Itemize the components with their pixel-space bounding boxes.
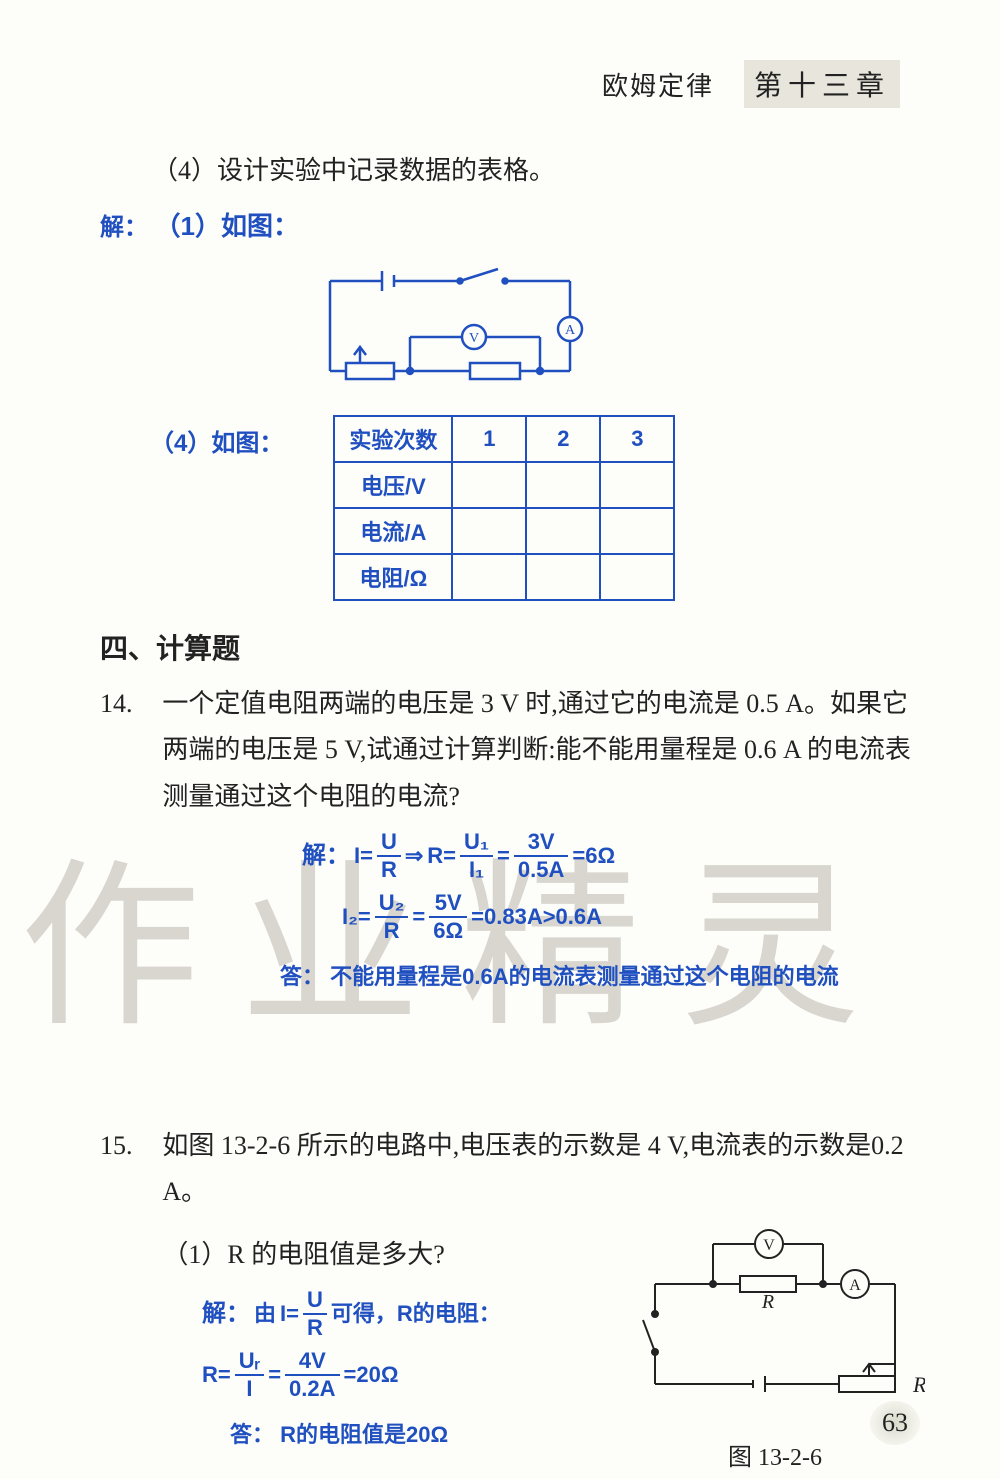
header-section: 欧姆定律 bbox=[602, 66, 714, 103]
fraction: UᵣI bbox=[235, 1348, 264, 1403]
q14-text: 一个定值电阻两端的电压是 3 V 时,通过它的电流是 0.5 A。如果它两端的电… bbox=[162, 681, 930, 821]
solution-label: 解： bbox=[302, 842, 350, 871]
eq-part: 可得，R的电阻： bbox=[331, 1301, 501, 1327]
table-header-cell: 1 bbox=[452, 416, 526, 462]
eq-part: = bbox=[412, 904, 425, 930]
svg-text:V: V bbox=[469, 331, 479, 346]
eq-part: I= bbox=[354, 843, 373, 869]
svg-text:R′: R′ bbox=[912, 1372, 925, 1397]
q4-solution-1: 解： （1）如图： bbox=[100, 203, 930, 251]
q4-text: （4）设计实验中记录数据的表格。 bbox=[100, 148, 930, 195]
table-cell bbox=[600, 508, 674, 554]
q15-answer: 答： R的电阻值是20Ω bbox=[230, 1417, 610, 1449]
table-row: 实验次数 1 2 3 bbox=[334, 416, 674, 462]
q14-formula: 解： I= UR ⇒ R= U₁I₁ = 3V0.5A =6Ω I₂= U₂R … bbox=[300, 829, 930, 945]
section-4-title: 四、计算题 bbox=[100, 627, 930, 667]
table-cell: 电阻/Ω bbox=[334, 554, 452, 600]
table-cell bbox=[526, 554, 600, 600]
fraction: 4V0.2A bbox=[285, 1348, 339, 1403]
page-header: 欧姆定律 第十三章 bbox=[100, 60, 930, 108]
answer-label: 答： bbox=[280, 964, 324, 989]
q15-left: （1）R 的电阻值是多大? 解： 由 I= UR 可得，R的电阻： R= UᵣI… bbox=[100, 1224, 610, 1462]
fraction: 3V0.5A bbox=[514, 829, 568, 884]
header-chapter: 第十三章 bbox=[744, 60, 900, 108]
table-header-cell: 3 bbox=[600, 416, 674, 462]
solution-label: 解： bbox=[100, 214, 148, 241]
table-cell bbox=[452, 554, 526, 600]
eq-part: I= bbox=[280, 1301, 299, 1327]
table-cell bbox=[526, 462, 600, 508]
eq-part: 由 bbox=[254, 1301, 276, 1327]
q15-area: （1）R 的电阻值是多大? 解： 由 I= UR 可得，R的电阻： R= UᵣI… bbox=[100, 1224, 930, 1472]
q14-block: 14. 一个定值电阻两端的电压是 3 V 时,通过它的电流是 0.5 A。如果它… bbox=[100, 681, 930, 821]
circuit-diagram-1: A V bbox=[310, 261, 930, 391]
table-cell bbox=[526, 508, 600, 554]
fraction: U₁I₁ bbox=[460, 829, 493, 884]
eq-part: R= bbox=[202, 1362, 231, 1388]
table-cell bbox=[452, 508, 526, 554]
data-table: 实验次数 1 2 3 电压/V 电流/A 电阻/Ω bbox=[333, 415, 675, 601]
eq-part: =0.83A>0.6A bbox=[471, 904, 602, 930]
q15-formula: 解： 由 I= UR 可得，R的电阻： R= UᵣI = 4V0.2A =20Ω bbox=[200, 1287, 610, 1403]
table-cell bbox=[452, 462, 526, 508]
data-table-container: 实验次数 1 2 3 电压/V 电流/A 电阻/Ω bbox=[333, 415, 675, 601]
table-cell: 电流/A bbox=[334, 508, 452, 554]
eq-part: = bbox=[268, 1362, 281, 1388]
q15-block: 15. 如图 13-2-6 所示的电路中,电压表的示数是 4 V,电流表的示数是… bbox=[100, 1123, 930, 1217]
eq-part: R= bbox=[427, 843, 456, 869]
solution-ref1: （1）如图： bbox=[155, 211, 299, 241]
svg-text:R: R bbox=[761, 1291, 774, 1313]
q15-right: R A R′ bbox=[620, 1224, 930, 1472]
answer-label: 答： bbox=[230, 1422, 274, 1447]
equation-row: 解： I= UR ⇒ R= U₁I₁ = 3V0.5A =6Ω bbox=[300, 829, 930, 884]
answer-text: 不能用量程是0.6A的电流表测量通过这个电阻的电流 bbox=[330, 964, 838, 989]
eq-part: ⇒ bbox=[405, 843, 423, 869]
svg-text:A: A bbox=[565, 323, 576, 338]
answer-text: R的电阻值是20Ω bbox=[280, 1422, 448, 1447]
table-row: 电流/A bbox=[334, 508, 674, 554]
table-cell: 电压/V bbox=[334, 462, 452, 508]
table-cell bbox=[600, 462, 674, 508]
eq-part: I₂= bbox=[342, 904, 371, 930]
q14-number: 14. bbox=[100, 681, 162, 821]
circuit-diagram-2: R A R′ bbox=[625, 1224, 925, 1424]
fraction: UR bbox=[377, 829, 401, 884]
q15-text: 如图 13-2-6 所示的电路中,电压表的示数是 4 V,电流表的示数是0.2 … bbox=[162, 1123, 930, 1217]
fraction: U₂R bbox=[375, 890, 409, 945]
fraction: UR bbox=[303, 1287, 327, 1342]
solution-label: 解： bbox=[202, 1300, 250, 1329]
svg-text:V: V bbox=[763, 1237, 775, 1254]
q15-number: 15. bbox=[100, 1123, 162, 1217]
fraction: 5V6Ω bbox=[429, 890, 467, 945]
solution-ref4: （4）如图： bbox=[150, 415, 283, 458]
svg-text:A: A bbox=[849, 1277, 861, 1294]
eq-part: =6Ω bbox=[572, 843, 615, 869]
eq-part: =20Ω bbox=[344, 1362, 399, 1388]
table-header-cell: 实验次数 bbox=[334, 416, 452, 462]
q15-sub1: （1）R 的电阻值是多大? bbox=[100, 1232, 610, 1279]
q14-answer: 答： 不能用量程是0.6A的电流表测量通过这个电阻的电流 bbox=[280, 959, 930, 991]
table-row: 电阻/Ω bbox=[334, 554, 674, 600]
table-header-cell: 2 bbox=[526, 416, 600, 462]
equation-row: 解： 由 I= UR 可得，R的电阻： bbox=[200, 1287, 610, 1342]
eq-part: = bbox=[497, 843, 510, 869]
table-cell bbox=[600, 554, 674, 600]
table-row: 电压/V bbox=[334, 462, 674, 508]
equation-row: I₂= U₂R = 5V6Ω =0.83A>0.6A bbox=[340, 890, 930, 945]
equation-row: R= UᵣI = 4V0.2A =20Ω bbox=[200, 1348, 610, 1403]
figure-caption: 图 13-2-6 bbox=[620, 1437, 930, 1472]
q4-solution-4-row: （4）如图： 实验次数 1 2 3 电压/V 电流/A 电阻/Ω bbox=[100, 415, 930, 601]
